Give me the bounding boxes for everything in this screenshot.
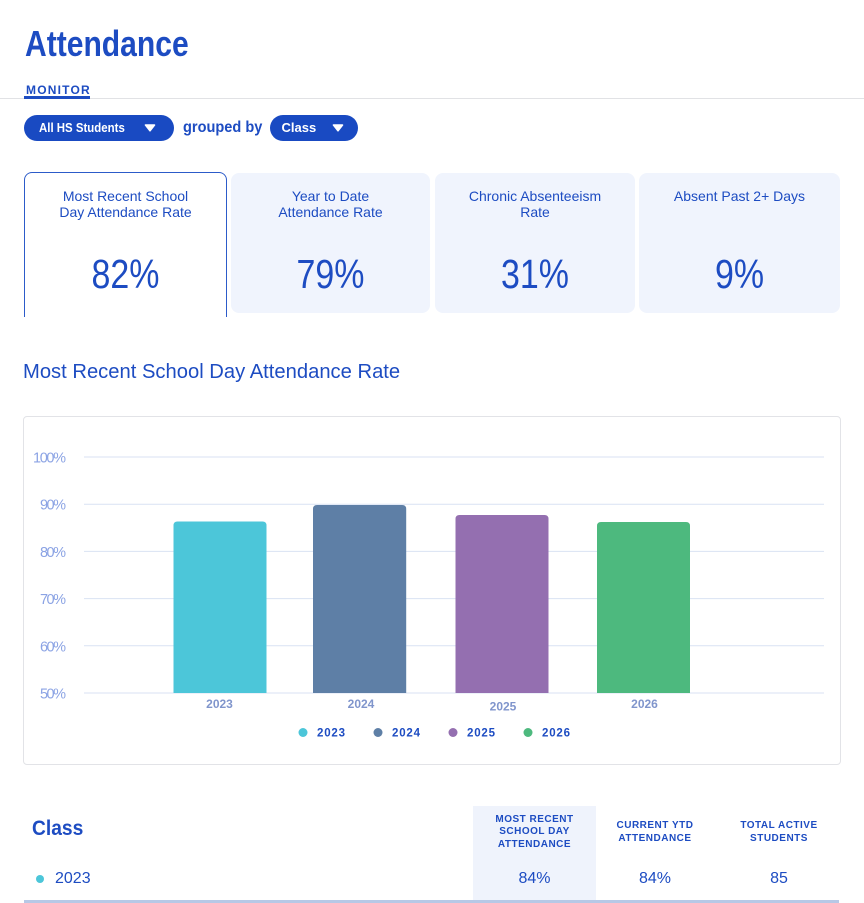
svg-text:2025: 2025 — [467, 728, 496, 740]
svg-text:2024: 2024 — [392, 728, 421, 740]
svg-text:2026: 2026 — [631, 697, 658, 711]
svg-text:2025: 2025 — [490, 700, 517, 714]
svg-text:50%: 50% — [40, 687, 66, 703]
svg-text:2023: 2023 — [317, 728, 346, 740]
svg-text:70%: 70% — [40, 592, 66, 608]
svg-text:2024: 2024 — [348, 697, 375, 711]
svg-text:60%: 60% — [40, 639, 66, 655]
svg-text:80%: 80% — [40, 545, 66, 561]
svg-text:90%: 90% — [40, 498, 66, 514]
svg-text:100%: 100% — [33, 451, 66, 467]
svg-text:2023: 2023 — [206, 697, 233, 711]
svg-text:2026: 2026 — [542, 728, 571, 740]
